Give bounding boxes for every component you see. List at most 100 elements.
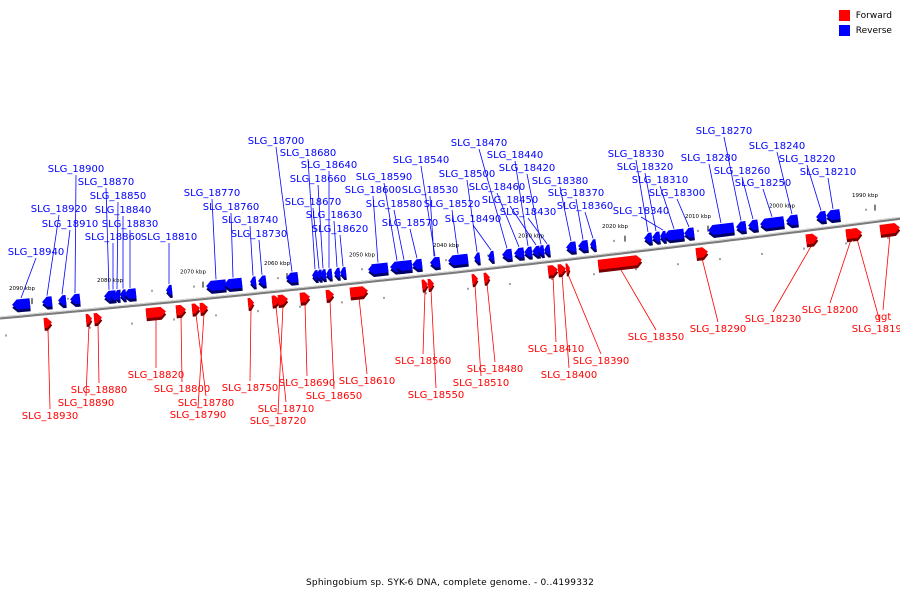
gene-label[interactable]: SLG_18550 xyxy=(408,390,464,401)
gene-label[interactable]: SLG_18940 xyxy=(8,247,64,258)
gene-label[interactable]: SLG_18800 xyxy=(154,384,210,395)
gene-arrow[interactable] xyxy=(825,209,841,224)
gene-arrow[interactable] xyxy=(747,219,759,234)
gene-arrow[interactable] xyxy=(224,277,243,293)
gene-label[interactable]: SLG_18860 xyxy=(85,232,141,243)
gene-label[interactable]: SLG_18680 xyxy=(280,148,336,159)
gene-arrow[interactable] xyxy=(707,222,735,238)
gene-arrow[interactable] xyxy=(411,258,423,273)
gene-label[interactable]: SLG_18400 xyxy=(541,370,597,381)
gene-arrow[interactable] xyxy=(277,294,289,309)
gene-arrow[interactable] xyxy=(70,293,81,308)
gene-arrow[interactable] xyxy=(93,313,103,327)
gene-label[interactable]: SLG_18830 xyxy=(102,219,158,230)
gene-label[interactable]: SLG_18370 xyxy=(548,188,604,199)
gene-label[interactable]: SLG_18740 xyxy=(222,215,278,226)
gene-label[interactable]: SLG_18500 xyxy=(439,169,495,180)
gene-arrow[interactable] xyxy=(537,245,545,259)
gene-label[interactable]: SLG_18640 xyxy=(301,160,357,171)
gene-arrow[interactable] xyxy=(543,244,551,258)
gene-arrow[interactable] xyxy=(597,255,643,273)
gene-label[interactable]: SLG_18590 xyxy=(356,172,412,183)
gene-label[interactable]: SLG_18520 xyxy=(424,199,480,210)
gene-label[interactable]: SLG_18900 xyxy=(48,164,104,175)
gene-arrow[interactable] xyxy=(339,267,347,281)
gene-label[interactable]: SLG_18720 xyxy=(250,416,306,427)
gene-label[interactable]: SLG_18670 xyxy=(285,197,341,208)
gene-label[interactable]: SLG_18390 xyxy=(573,356,629,367)
gene-arrow[interactable] xyxy=(247,297,255,312)
gene-label[interactable]: SLG_18260 xyxy=(714,166,770,177)
gene-arrow[interactable] xyxy=(565,241,577,255)
gene-arrow[interactable] xyxy=(683,227,695,241)
gene-arrow[interactable] xyxy=(349,286,369,301)
gene-arrow[interactable] xyxy=(589,239,597,253)
gene-arrow[interactable] xyxy=(513,247,525,261)
gene-label[interactable]: SLG_18200 xyxy=(802,305,858,316)
gene-arrow[interactable] xyxy=(124,288,137,302)
gene-label[interactable]: SLG_18600 xyxy=(345,185,401,196)
gene-label[interactable]: SLG_18930 xyxy=(22,411,78,422)
gene-arrow[interactable] xyxy=(258,275,267,289)
gene-label[interactable]: SLG_18650 xyxy=(306,391,362,402)
gene-arrow[interactable] xyxy=(523,246,533,260)
gene-arrow[interactable] xyxy=(565,263,571,277)
gene-label[interactable]: SLG_18420 xyxy=(499,163,555,174)
gene-label[interactable]: SLG_18790 xyxy=(170,410,226,421)
gene-arrow[interactable] xyxy=(448,253,469,269)
gene-label[interactable]: SLG_18840 xyxy=(95,205,151,216)
gene-label[interactable]: SLG_18460 xyxy=(469,182,525,193)
gene-arrow[interactable] xyxy=(651,231,661,245)
gene-label[interactable]: SLG_18230 xyxy=(745,314,801,325)
gene-label[interactable]: SLG_18310 xyxy=(632,175,688,186)
gene-arrow[interactable] xyxy=(286,272,299,286)
gene-label[interactable]: SLG_18880 xyxy=(71,385,127,396)
gene-label[interactable]: SLG_18630 xyxy=(306,210,362,221)
gene-label[interactable]: SLG_18510 xyxy=(453,378,509,389)
gene-label[interactable]: SLG_18580 xyxy=(366,199,422,210)
gene-label[interactable]: SLG_18330 xyxy=(608,149,664,160)
gene-arrow[interactable] xyxy=(368,262,389,278)
gene-label[interactable]: SLG_18300 xyxy=(649,188,705,199)
gene-label[interactable]: SLG_18450 xyxy=(482,195,538,206)
gene-label[interactable]: SLG_18890 xyxy=(58,398,114,409)
gene-arrow[interactable] xyxy=(735,220,747,235)
gene-arrow[interactable] xyxy=(43,317,53,331)
gene-label[interactable]: SLG_18210 xyxy=(800,167,856,178)
gene-arrow[interactable] xyxy=(427,278,435,293)
gene-arrow[interactable] xyxy=(299,292,311,306)
gene-arrow[interactable] xyxy=(58,294,67,309)
gene-arrow[interactable] xyxy=(815,210,827,225)
gene-label[interactable]: SLG_18760 xyxy=(203,202,259,213)
gene-label[interactable]: SLG_18710 xyxy=(258,404,314,415)
gene-label[interactable]: SLG_18850 xyxy=(90,191,146,202)
gene-label[interactable]: SLG_18280 xyxy=(681,153,737,164)
gene-label[interactable]: SLG_18320 xyxy=(617,162,673,173)
gene-label[interactable]: SLG_18350 xyxy=(628,332,684,343)
gene-arrow[interactable] xyxy=(271,295,281,309)
gene-arrow[interactable] xyxy=(487,250,495,265)
gene-arrow[interactable] xyxy=(325,289,335,304)
gene-label[interactable]: SLG_18380 xyxy=(532,176,588,187)
gene-arrow[interactable] xyxy=(175,304,187,319)
gene-arrow[interactable] xyxy=(577,240,589,254)
gene-label[interactable]: SLG_18570 xyxy=(382,218,438,229)
gene-arrow[interactable] xyxy=(42,296,53,310)
gene-label[interactable]: SLG_18610 xyxy=(339,376,395,387)
gene-label[interactable]: SLG_18430 xyxy=(500,207,556,218)
gene-arrow[interactable] xyxy=(145,306,167,322)
gene-label[interactable]: SLG_18810 xyxy=(141,232,197,243)
gene-arrow[interactable] xyxy=(805,233,819,248)
gene-arrow[interactable] xyxy=(663,228,685,244)
gene-label[interactable]: ggt xyxy=(875,312,892,323)
gene-arrow[interactable] xyxy=(483,272,491,286)
gene-arrow[interactable] xyxy=(471,274,479,288)
gene-arrow[interactable] xyxy=(643,232,653,246)
gene-label[interactable]: SLG_18530 xyxy=(402,185,458,196)
gene-label[interactable]: SLG_18270 xyxy=(696,126,752,137)
gene-arrow[interactable] xyxy=(396,259,413,275)
gene-arrow[interactable] xyxy=(473,252,481,266)
gene-arrow[interactable] xyxy=(695,247,709,262)
gene-label[interactable]: SLG_18190 xyxy=(852,324,900,335)
gene-label[interactable]: SLG_18440 xyxy=(487,150,543,161)
